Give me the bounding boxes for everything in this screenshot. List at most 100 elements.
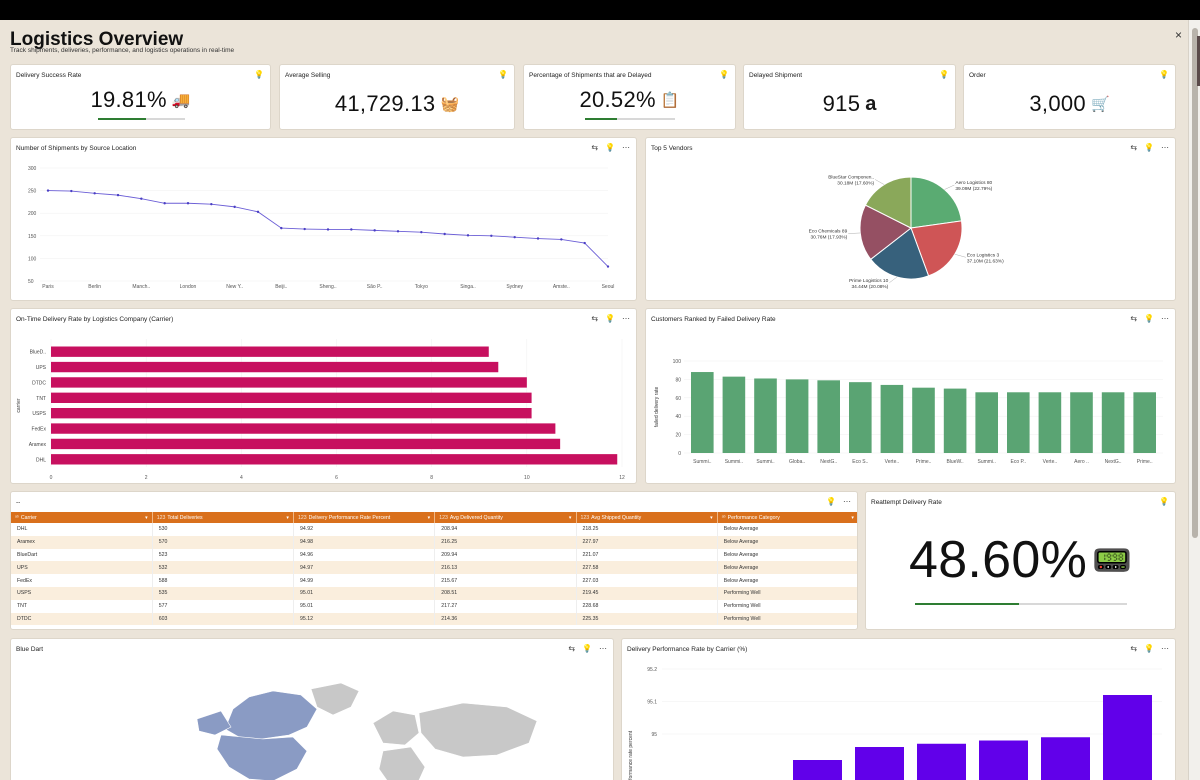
table-cell: 227.97	[576, 535, 718, 549]
scrollbar-thumb[interactable]	[1192, 28, 1198, 538]
bar	[1041, 737, 1090, 780]
table-cell: 588	[152, 574, 295, 587]
lightbulb-icon[interactable]: 💡	[498, 70, 508, 79]
x-tick-label: New Y..	[226, 284, 243, 290]
lightbulb-icon[interactable]: 💡	[254, 70, 264, 79]
x-tick-label: Prime..	[916, 459, 932, 465]
data-point	[536, 237, 540, 240]
map-region-canada	[224, 690, 318, 740]
pie-slice-name: Eco Logistics 3	[967, 252, 1000, 258]
lightbulb-icon[interactable]: 💡	[1159, 70, 1169, 79]
kpi-average-selling: Average Selling 💡 41,729.13 🧺	[279, 64, 515, 130]
chart-title: Delivery Performance Rate by Carrier (%)	[627, 646, 748, 653]
x-tick-label: NextG..	[820, 459, 837, 465]
more-icon[interactable]: ⋯	[622, 314, 630, 323]
sort-icon[interactable]: ▾	[710, 514, 713, 521]
x-tick-label: Manch..	[132, 284, 150, 290]
data-point	[373, 229, 376, 232]
data-point	[233, 205, 236, 209]
x-tick-label: Seoul	[602, 284, 615, 290]
lightbulb-icon[interactable]: 💡	[605, 314, 615, 323]
share-icon[interactable]: ⇆	[591, 143, 599, 152]
pie-leader-line	[874, 179, 885, 185]
column-header[interactable]: 123 Delivery Performance Rate Percent ▾	[293, 512, 436, 523]
share-icon[interactable]: ⇆	[568, 644, 576, 653]
lightbulb-icon[interactable]: 💡	[1144, 314, 1154, 323]
map-region-usa	[216, 734, 308, 780]
column-header-label: Avg Delivered Quantity	[449, 514, 503, 521]
close-icon[interactable]: ×	[1174, 28, 1182, 42]
x-tick-label: Beiji..	[275, 284, 287, 290]
lightbulb-icon[interactable]: 💡	[1159, 497, 1169, 506]
sort-icon[interactable]: ▾	[286, 514, 289, 521]
sort-icon[interactable]: ▾	[427, 514, 431, 521]
pie-slice	[864, 176, 912, 229]
more-icon[interactable]: ⋯	[843, 497, 851, 506]
table-cell: Performing Well	[717, 599, 857, 613]
data-point	[140, 197, 143, 200]
share-icon[interactable]: ⇆	[1130, 314, 1138, 323]
bar	[51, 438, 561, 450]
lightbulb-icon[interactable]: 💡	[939, 70, 949, 79]
table-row[interactable]: FedEx 588 94.99 215.67 227.03 Below Average	[11, 574, 857, 587]
more-icon[interactable]: ⋯	[1161, 644, 1169, 653]
share-icon[interactable]: ⇆	[1130, 644, 1138, 653]
more-icon[interactable]: ⋯	[599, 644, 607, 653]
lightbulb-icon[interactable]: 💡	[826, 497, 836, 506]
more-icon[interactable]: ⋯	[1161, 143, 1169, 152]
lightbulb-icon[interactable]: 💡	[1144, 644, 1154, 653]
data-point	[210, 202, 213, 206]
pie-slice-label: 37.10M (21.63%)	[967, 258, 1004, 264]
x-tick-label: 2	[145, 475, 148, 481]
table-cell: 216.25	[434, 535, 577, 549]
sort-icon[interactable]: ▾	[568, 514, 572, 521]
cart-icon: 🛒	[1090, 96, 1110, 113]
lightbulb-icon[interactable]: 💡	[1144, 143, 1154, 152]
y-tick-label: 95.1	[647, 700, 657, 706]
data-point	[280, 226, 283, 230]
table-cell: Below Average	[717, 561, 857, 575]
pager-icon: 📟	[1092, 542, 1132, 578]
sort-icon[interactable]: ▾	[145, 514, 148, 521]
y-tick-label: TNT	[36, 396, 46, 402]
column-header[interactable]: 123 Avg Shipped Quantity ▾	[576, 512, 718, 523]
y-tick-label: 150	[28, 234, 37, 240]
kpi-title: Reattempt Delivery Rate	[871, 499, 942, 506]
table-row[interactable]: USPS 535 95.01 208.51 219.45 Performing Well	[11, 586, 857, 600]
column-type-icon: 123	[298, 514, 307, 521]
column-header[interactable]: 123 Total Deliveries ▾	[152, 512, 295, 523]
table-row[interactable]: DHL 530 94.92 208.94 218.25 Below Average	[11, 523, 857, 536]
kpi-delayed-percentage: Percentage of Shipments that are Delayed…	[523, 64, 736, 130]
column-header[interactable]: ᵃᵇ Carrier ▾	[11, 512, 153, 523]
table-row[interactable]: Aramex 570 94.98 216.25 227.97 Below Average	[11, 535, 857, 549]
lightbulb-icon[interactable]: 💡	[582, 644, 592, 653]
table-row[interactable]: DTDC 603 95.12 214.36 225.35 Performing Well	[11, 612, 857, 626]
y-tick-label: DTDC	[32, 380, 46, 386]
table-row[interactable]: TNT 577 95.01 217.27 228.68 Performing Well	[11, 599, 857, 613]
column-type-icon: ᵃᵇ	[15, 514, 19, 521]
y-tick-label: Aramex	[29, 442, 47, 448]
column-header-label: Total Deliveries	[167, 514, 203, 521]
share-icon[interactable]: ⇆	[1130, 143, 1138, 152]
table-row[interactable]: UPS 532 94.97 216.13 227.58 Below Average	[11, 561, 857, 575]
bar	[975, 392, 998, 453]
more-icon[interactable]: ⋯	[622, 143, 630, 152]
pie-chart-card: Top 5 Vendors ⇆ 💡 ⋯ Aero Logistics 80 39.09…	[645, 137, 1176, 301]
share-icon[interactable]: ⇆	[591, 314, 599, 323]
y-tick-label: UPS	[36, 365, 47, 371]
more-icon[interactable]: ⋯	[1161, 314, 1169, 323]
table-cell: BlueDart	[11, 548, 153, 562]
x-tick-label: BlueW..	[946, 459, 963, 465]
table-row[interactable]: BlueDart 523 94.96 209.94 221.07 Below Averag…	[11, 548, 857, 562]
lightbulb-icon[interactable]: 💡	[605, 143, 615, 152]
column-header[interactable]: ᵃᵇ Performance Category ▾	[717, 512, 857, 523]
table-cell: DTDC	[11, 612, 153, 626]
world-map[interactable]	[11, 639, 614, 780]
scrollbar[interactable]	[1188, 20, 1200, 780]
data-point	[513, 235, 516, 239]
kpi-value: 48.60%	[908, 531, 1088, 589]
column-header[interactable]: 123 Avg Delivered Quantity ▾	[434, 512, 577, 523]
sort-icon[interactable]: ▾	[851, 514, 854, 521]
lightbulb-icon[interactable]: 💡	[719, 70, 729, 79]
table-cell: 221.07	[576, 548, 718, 562]
